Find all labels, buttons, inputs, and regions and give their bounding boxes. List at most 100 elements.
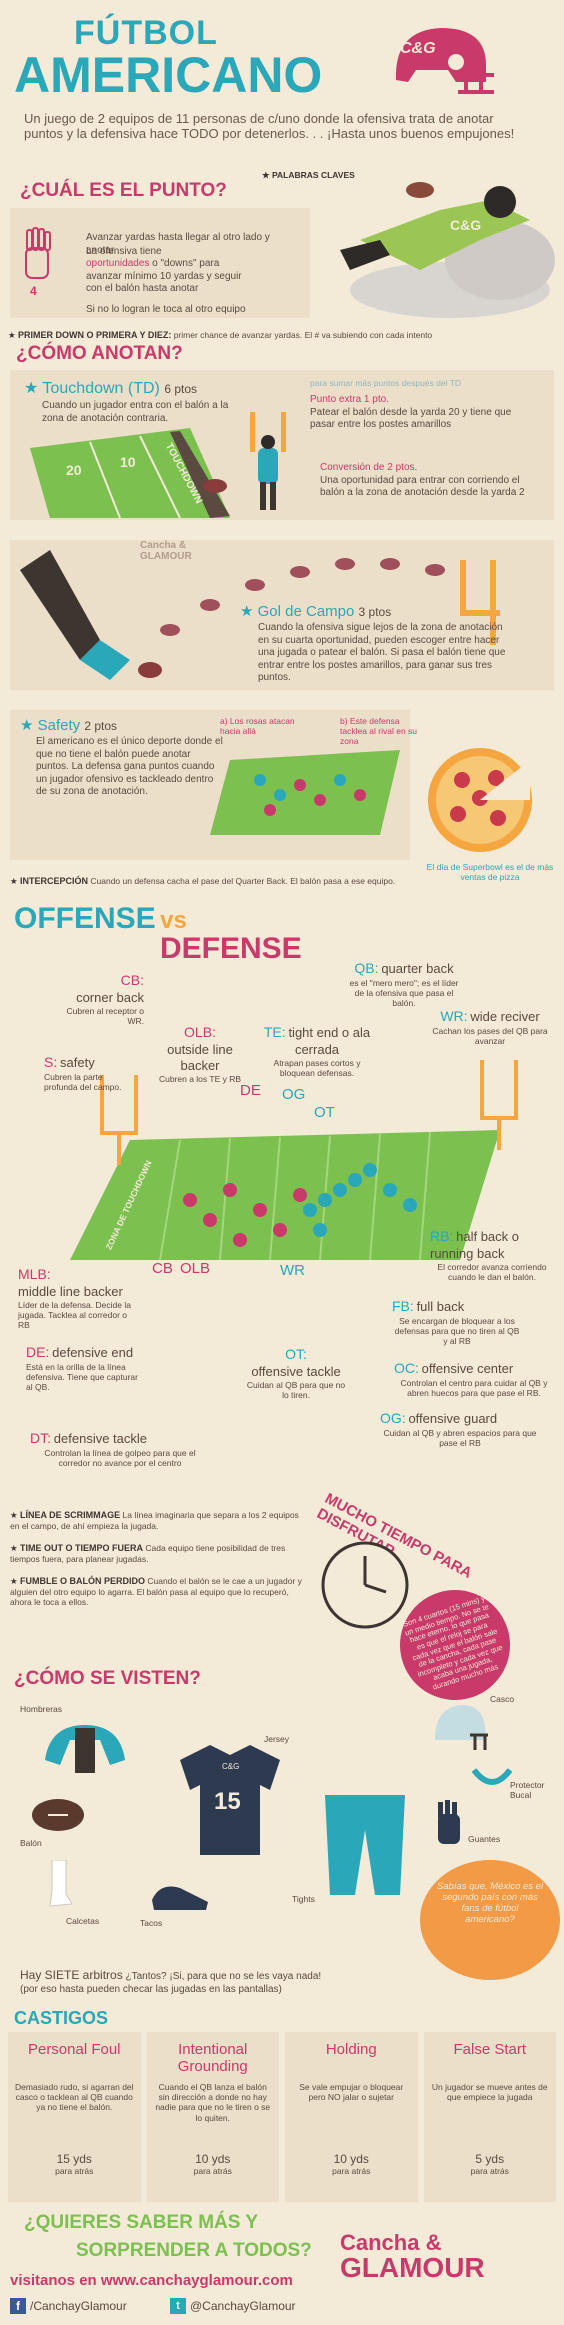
castigo-title: Holding: [325, 2041, 377, 2058]
pos-wr: WR: wide reciver Cachan los pases del QB…: [430, 1008, 550, 1046]
dt-text: Controlan la línea de golpeo para que el…: [44, 1447, 196, 1468]
arbitros-count: Hay SIETE arbitros: [20, 1968, 123, 1982]
jersey-number: 15: [214, 1788, 241, 1815]
svg-text:C&G: C&G: [450, 217, 481, 233]
downs-text: o "downs" para avanzar mínimo 10 yardas …: [86, 258, 242, 294]
page-title-line2: AMERICANO: [14, 47, 323, 103]
oc-sub: offensive center: [421, 1361, 514, 1376]
field-label-wr: WR: [280, 1262, 305, 1279]
wr-title: WR:: [440, 1008, 468, 1024]
def-text: Cada equipo tiene posibilidad de tres ti…: [10, 1542, 286, 1564]
downs-text: primer chance de avanzar yardas. El # va…: [173, 330, 433, 340]
ot-text: Cuidan al QB para que no lo tiren.: [246, 1379, 346, 1400]
twitter-icon: t: [170, 2298, 186, 2314]
mexico-text: Sabías que, México es el segundo país co…: [436, 1881, 544, 1925]
helmet-gear-icon: [430, 1700, 490, 1760]
og-sub: offensive guard: [408, 1411, 498, 1426]
def-text: Cuando el balón se le cae a un jugador y…: [10, 1575, 302, 1607]
downs-label: PRIMER DOWN O PRIMERA Y DIEZ:: [17, 330, 172, 340]
punto-text2: La ofensiva tiene: [86, 246, 162, 257]
ot-sub: offensive tackle: [251, 1363, 341, 1379]
punto-panel: Avanzar yardas hasta llegar al otro lado…: [10, 208, 310, 318]
dt-sub: defensive tackle: [53, 1431, 148, 1446]
castigo-title: Personal Foul: [27, 2041, 121, 2058]
castigo-text: Demasiado rudo, si agarran del casco o t…: [14, 2082, 134, 2113]
punto-text4: Si no lo logran le toca al otro equipo: [86, 304, 246, 315]
castigo-card: False Start Un jugador se mueve antes de…: [423, 2032, 556, 2202]
helmet-icon: C&G: [386, 20, 496, 100]
defense-title: DEFENSE: [160, 932, 302, 965]
footer-visit-link[interactable]: visitanos en www.canchayglamour.com: [10, 2272, 293, 2289]
offense-title: OFFENSE: [14, 902, 156, 935]
gloves-icon: [434, 1800, 464, 1850]
s-text: Cubren la parte profunda del campo.: [44, 1071, 122, 1092]
pos-s: S: safety Cubren la parte profunda del c…: [44, 1054, 134, 1092]
te-text: Atrapan pases cortos y bloquean defensas…: [273, 1058, 361, 1079]
oc-heading: OC: offensive center: [394, 1360, 554, 1378]
fb-text: Se encargan de bloquear a los defensas p…: [394, 1315, 520, 1346]
footer-question-1: ¿QUIERES SABER MÁS Y: [24, 2212, 259, 2233]
facebook-handle: /CanchayGlamour: [30, 2299, 127, 2313]
pos-cb: CB: corner back Cubren al receptor o WR.: [54, 972, 145, 1026]
after-td-label: para sumar más puntos después del TD: [310, 378, 462, 388]
star-icon: ★: [20, 717, 38, 734]
football-icon: [30, 1795, 86, 1835]
label-protector: Protector Bucal: [510, 1780, 545, 1801]
header: FÚTBOL AMERICANO C&G Un juego de 2 equip…: [0, 0, 564, 170]
socks-icon: [44, 1859, 74, 1910]
social-facebook[interactable]: f /CanchayGlamour: [10, 2298, 127, 2314]
star-icon: ★: [24, 380, 43, 397]
safety-points: 2 ptos: [84, 719, 118, 733]
arbitros-text: Hay SIETE arbitros ¿Tantos? ¡Si, para qu…: [20, 1968, 440, 1996]
star-icon: ★: [10, 1575, 20, 1586]
field-label-ot: OT: [314, 1104, 335, 1121]
label-jersey: Jersey: [264, 1734, 290, 1744]
castigo-card: Personal Foul Demasiado rudo, si agarran…: [8, 2032, 141, 2202]
brand-logo: Cancha & GLAMOUR: [340, 2232, 485, 2282]
oc-title: OC:: [394, 1360, 419, 1376]
def-fumble: ★ FUMBLE O BALÓN PERDIDO Cuando el balón…: [10, 1576, 310, 1607]
gol-text: Cuando la ofensiva sigue lejos de la zon…: [258, 622, 506, 683]
anotan-heading: ¿CÓMO ANOTAN?: [16, 343, 183, 364]
rb-heading: RB: half back o running back: [430, 1228, 554, 1262]
fb-sub: full back: [416, 1299, 465, 1314]
castigo-dir: para atrás: [193, 2166, 232, 2176]
touchdown-panel: ★ Touchdown (TD) 6 ptos Cuando un jugado…: [10, 370, 554, 520]
def-scrimmage: ★ LÍNEA DE SCRIMMAGE La línea imaginaria…: [10, 1510, 310, 1531]
og-text: Cuidan al QB y abren espacios para que p…: [383, 1427, 537, 1448]
pizza-text: El día de Superbowl es el de más ventas …: [426, 862, 554, 883]
dt-title: DT:: [30, 1430, 51, 1446]
field-label-og: OG: [282, 1086, 306, 1103]
ot-title: OT:: [285, 1346, 307, 1362]
label-balon: Balón: [20, 1838, 42, 1848]
field-word-20: 20: [66, 462, 82, 478]
olb-text: Cubren a los TE y RB: [158, 1074, 242, 1084]
label-calcetas: Calcetas: [66, 1916, 100, 1926]
castigo-yds: 5 yds: [475, 2152, 505, 2166]
safety-a: a) Los rosas atacan hacia allá: [220, 716, 295, 737]
field-label-cb: CB: [152, 1260, 173, 1277]
fb-title: FB:: [392, 1298, 414, 1314]
og-heading: OG: offensive guard: [380, 1410, 540, 1428]
extra-point: Punto extra 1 pto. Patear el balón desde…: [310, 394, 530, 432]
oc-text: Controlan el centro para cuidar al QB y …: [400, 1377, 548, 1398]
label-casco: Casco: [490, 1694, 515, 1704]
pos-oc: OC: offensive center Controlan el centro…: [394, 1360, 554, 1398]
pos-olb: OLB: outside line backer Cubren a los TE…: [150, 1024, 250, 1084]
arbitros-note: (por eso hasta pueden checar las jugadas…: [20, 1983, 282, 1995]
goalpost-right: [480, 1060, 520, 1150]
de-heading: DE: defensive end: [26, 1344, 146, 1362]
safety-field: [210, 740, 400, 840]
cleats-icon: [150, 1880, 210, 1914]
star-icon: ★: [8, 330, 18, 340]
mlb-text: Líder de la defensa. Decide la jugada. T…: [18, 1299, 131, 1331]
safety-text: El americano es el único deporte donde e…: [36, 736, 223, 797]
castigo-dir: para atrás: [470, 2166, 509, 2176]
mlb-title: MLB:: [18, 1266, 51, 1282]
de-sub: defensive end: [52, 1345, 134, 1360]
referee-illustration: [250, 412, 286, 512]
social-twitter[interactable]: t @CanchayGlamour: [170, 2298, 296, 2314]
castigo-text: Se vale empujar o bloquear pero NO jalar…: [299, 2082, 404, 2103]
field-label-olb: OLB: [180, 1260, 211, 1277]
safety-b: b) Este defensa tacklea al rival en su z…: [340, 716, 418, 747]
